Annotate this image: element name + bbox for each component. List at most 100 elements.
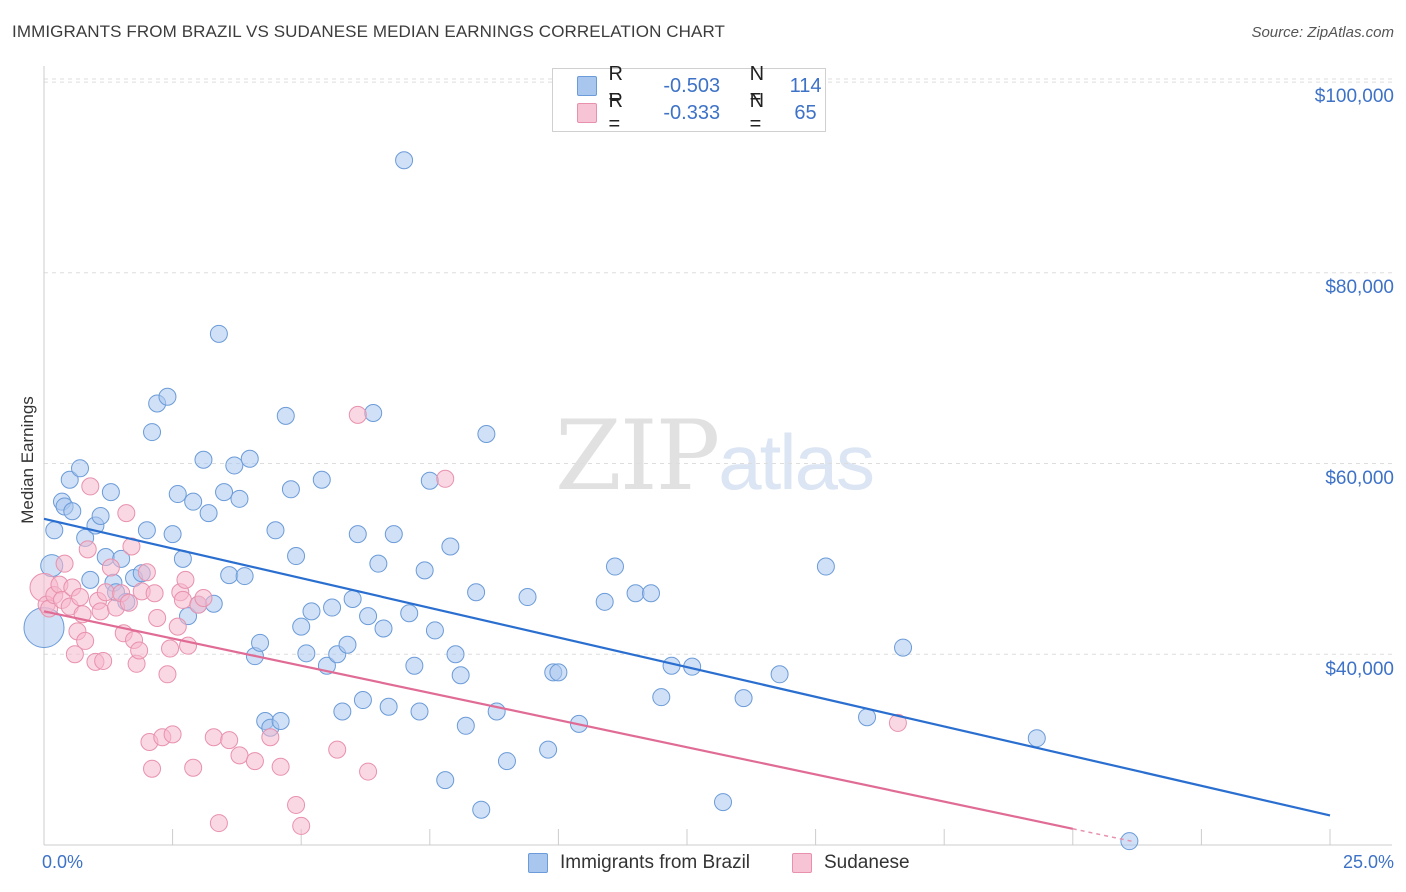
sudanese-point	[271, 757, 290, 776]
brazil-point	[215, 483, 234, 502]
brazil-point	[184, 492, 203, 511]
brazil-point	[605, 557, 624, 576]
brazil-point	[266, 521, 285, 540]
brazil-point	[230, 489, 249, 508]
legend-swatch-sudanese	[577, 103, 597, 123]
brazil-trend-line	[43, 517, 1331, 817]
brazil-point	[71, 459, 90, 478]
brazil-point	[312, 470, 331, 489]
sudanese-point	[137, 563, 156, 582]
series-legend-brazil[interactable]: Immigrants from Brazil	[528, 852, 750, 874]
brazil-point	[63, 502, 82, 521]
brazil-point	[91, 506, 110, 525]
sudanese-point	[71, 588, 90, 607]
sudanese-point	[888, 713, 907, 732]
sudanese-point	[158, 665, 177, 684]
sudanese-point	[81, 477, 100, 496]
brazil-point	[271, 712, 290, 731]
brazil-point	[297, 644, 316, 663]
brazil-point	[400, 604, 419, 623]
brazil-point	[410, 702, 429, 721]
sudanese-point	[184, 758, 203, 777]
sudanese-point	[220, 731, 239, 750]
sudanese-point	[261, 728, 280, 747]
x-tick-label-min: 0.0%	[42, 852, 84, 872]
sudanese-point	[101, 558, 120, 577]
legend-swatch-brazil	[577, 76, 597, 96]
sudanese-point	[119, 593, 138, 612]
sudanese-point	[348, 405, 367, 424]
y-tick-label-80000: $80,000	[1325, 277, 1394, 298]
chart-title: IMMIGRANTS FROM BRAZIL VS SUDANESE MEDIA…	[12, 22, 726, 41]
brazil-point	[343, 589, 362, 608]
brazil-point	[1027, 729, 1046, 748]
brazil-point	[143, 423, 162, 442]
sudanese-point	[176, 570, 195, 589]
brazil-point	[420, 471, 439, 490]
brazil-point	[539, 740, 558, 759]
sudanese-trend-line	[43, 610, 1074, 830]
legend-r-label: R =	[608, 90, 623, 135]
brazil-point	[276, 406, 295, 425]
y-tick-label-40000: $40,000	[1325, 659, 1394, 680]
sudanese-point	[148, 609, 167, 628]
sudanese-point	[130, 641, 149, 660]
brazil-point	[194, 450, 213, 469]
sudanese-point	[194, 589, 213, 608]
brazil-point	[472, 800, 491, 819]
brazil-point	[158, 387, 177, 406]
sudanese-point	[209, 814, 228, 833]
brazil-point	[518, 588, 537, 607]
brazil-point	[714, 793, 733, 812]
series-swatch-brazil	[528, 853, 548, 873]
brazil-point	[395, 151, 414, 170]
brazil-point	[353, 691, 372, 710]
brazil-point	[369, 554, 388, 573]
brazil-point	[405, 656, 424, 675]
brazil-point	[287, 547, 306, 566]
legend-n-label: N =	[749, 63, 765, 108]
brazil-point	[251, 633, 270, 652]
brazil-point	[858, 708, 877, 727]
legend-n-label: N =	[749, 90, 765, 135]
sudanese-point	[94, 651, 113, 670]
series-legend: Immigrants from Brazil Sudanese	[0, 852, 1406, 878]
sudanese-point	[78, 540, 97, 559]
series-label-brazil: Immigrants from Brazil	[560, 852, 751, 873]
sudanese-point	[204, 728, 223, 747]
brazil-point	[451, 666, 470, 685]
sudanese-point	[143, 759, 162, 778]
brazil-point	[379, 697, 398, 716]
brazil-point	[348, 525, 367, 544]
brazil-point	[199, 504, 218, 523]
brazil-point	[302, 602, 321, 621]
sudanese-point	[245, 752, 264, 771]
brazil-point	[60, 470, 79, 489]
watermark: ZIPatlas	[555, 400, 875, 512]
legend-r-value-sudanese: -0.333	[663, 101, 721, 124]
brazil-point	[209, 324, 228, 343]
brazil-point	[652, 688, 671, 707]
sudanese-point	[161, 639, 180, 658]
correlation-legend: R = -0.503 N = 114 R = -0.333 N = 65	[552, 63, 826, 135]
brazil-point	[333, 702, 352, 721]
brazil-point	[384, 525, 403, 544]
sudanese-point	[96, 583, 115, 602]
brazil-point	[497, 752, 516, 771]
series-legend-sudanese[interactable]: Sudanese	[792, 852, 910, 874]
brazil-point	[45, 521, 64, 540]
sudanese-point	[436, 469, 455, 488]
sudanese-point	[163, 725, 182, 744]
brazil-point	[425, 621, 444, 640]
brazil-point	[81, 570, 100, 589]
sudanese-point	[65, 645, 84, 664]
sudanese-point	[91, 602, 110, 621]
x-tick-label-max: 25.0%	[1342, 852, 1394, 872]
brazil-point	[467, 583, 486, 602]
brazil-point	[240, 449, 259, 468]
sudanese-point	[117, 504, 136, 523]
brazil-point	[235, 567, 254, 586]
sudanese-point	[328, 740, 347, 759]
sudanese-point	[230, 746, 249, 765]
